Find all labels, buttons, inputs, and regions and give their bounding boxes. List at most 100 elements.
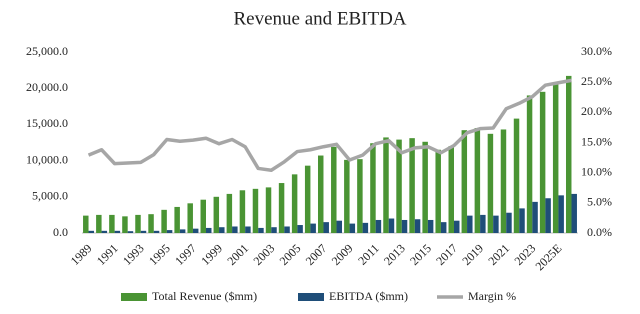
- bar: [448, 146, 454, 233]
- legend-swatch: [121, 293, 147, 301]
- x-tick-label: 2021: [485, 241, 512, 268]
- x-tick-label: 2019: [459, 241, 486, 268]
- bar: [388, 218, 395, 233]
- bar: [422, 141, 428, 233]
- bar: [219, 227, 225, 233]
- bar: [297, 225, 303, 233]
- bar: [414, 219, 421, 233]
- bar: [545, 198, 551, 233]
- bar: [435, 149, 441, 233]
- y-tick-label: 25,000.0: [26, 44, 68, 58]
- bar: [454, 220, 460, 233]
- bar: [122, 216, 128, 233]
- legend-label: Total Revenue ($mm): [152, 289, 257, 303]
- bar: [174, 206, 180, 233]
- bar: [148, 214, 154, 233]
- y2-tick-label: 15.0%: [581, 134, 612, 148]
- bar: [467, 215, 473, 233]
- bar: [101, 230, 108, 233]
- bar: [127, 231, 134, 233]
- bar: [109, 214, 115, 233]
- bar: [539, 91, 546, 233]
- bar: [161, 209, 167, 233]
- y-tick-label: 5,000.0: [32, 189, 68, 203]
- bar: [519, 208, 525, 233]
- bar: [284, 226, 290, 233]
- x-tick-label: 1991: [94, 241, 121, 268]
- line: [87, 78, 572, 173]
- bar: [440, 222, 447, 233]
- y2-tick-label: 20.0%: [581, 104, 612, 118]
- bar: [396, 139, 402, 233]
- legend-label: EBITDA ($mm): [329, 289, 408, 303]
- bar: [96, 214, 102, 233]
- x-tick-label: 1993: [120, 241, 147, 268]
- bar: [427, 219, 434, 233]
- bar: [310, 223, 316, 233]
- x-tick-label: 2025E: [532, 241, 564, 273]
- bar: [135, 214, 141, 233]
- x-tick-label: 2011: [355, 241, 382, 268]
- bar: [558, 195, 564, 233]
- bar: [565, 75, 572, 233]
- y-tick-label: 15,000.0: [26, 116, 68, 130]
- bar: [271, 227, 277, 233]
- bar: [552, 82, 559, 234]
- y2-tick-label: 5.0%: [587, 195, 612, 209]
- bar: [304, 165, 311, 233]
- bar: [336, 220, 343, 233]
- bar: [252, 188, 259, 233]
- chart-title: Revenue and EBITDA: [233, 8, 406, 29]
- bar: [88, 230, 95, 233]
- bar: [344, 159, 350, 233]
- bar: [114, 230, 121, 233]
- bar: [487, 133, 494, 233]
- bar: [513, 118, 520, 233]
- bar: [474, 128, 481, 233]
- x-tick-label: 2015: [407, 241, 434, 268]
- x-tick-label: 2005: [277, 241, 304, 268]
- bar: [232, 226, 238, 233]
- x-tick-label: 2013: [381, 241, 408, 268]
- y2-tick-label: 0.0%: [587, 225, 612, 239]
- bar: [213, 196, 220, 233]
- bar: [278, 183, 285, 233]
- x-tick-label: 2001: [224, 241, 251, 268]
- bar: [206, 227, 212, 233]
- x-tick-label: 1989: [68, 241, 95, 268]
- bar: [140, 230, 147, 233]
- bar: [526, 95, 533, 233]
- y-tick-label: 0.0: [53, 225, 68, 239]
- bar: [571, 193, 577, 233]
- bar: [239, 190, 246, 233]
- bar: [331, 146, 337, 233]
- bar: [317, 155, 324, 233]
- x-tick-label: 1997: [172, 241, 199, 268]
- y2-tick-label: 10.0%: [581, 164, 612, 178]
- bar: [383, 137, 389, 233]
- legend-label: Margin %: [468, 289, 516, 303]
- bar: [362, 222, 369, 233]
- x-tick-label: 1995: [146, 241, 173, 268]
- bar: [153, 230, 160, 233]
- bar: [226, 193, 233, 233]
- bar: [291, 174, 298, 233]
- bar: [493, 215, 499, 233]
- bar: [506, 212, 512, 233]
- y-tick-label: 10,000.0: [26, 152, 68, 166]
- bar: [200, 199, 206, 233]
- bar: [187, 203, 193, 233]
- x-tick-label: 2017: [433, 241, 460, 268]
- y-tick-label: 20,000.0: [26, 80, 68, 94]
- bar: [265, 187, 272, 233]
- y2-tick-label: 30.0%: [581, 44, 612, 58]
- bar: [349, 223, 356, 233]
- y2-tick-label: 25.0%: [581, 74, 612, 88]
- x-tick-label: 2007: [303, 241, 330, 268]
- bar: [375, 219, 382, 233]
- x-tick-label: 2003: [250, 241, 277, 268]
- bar: [179, 229, 186, 233]
- bar: [83, 215, 89, 233]
- bar: [323, 222, 329, 233]
